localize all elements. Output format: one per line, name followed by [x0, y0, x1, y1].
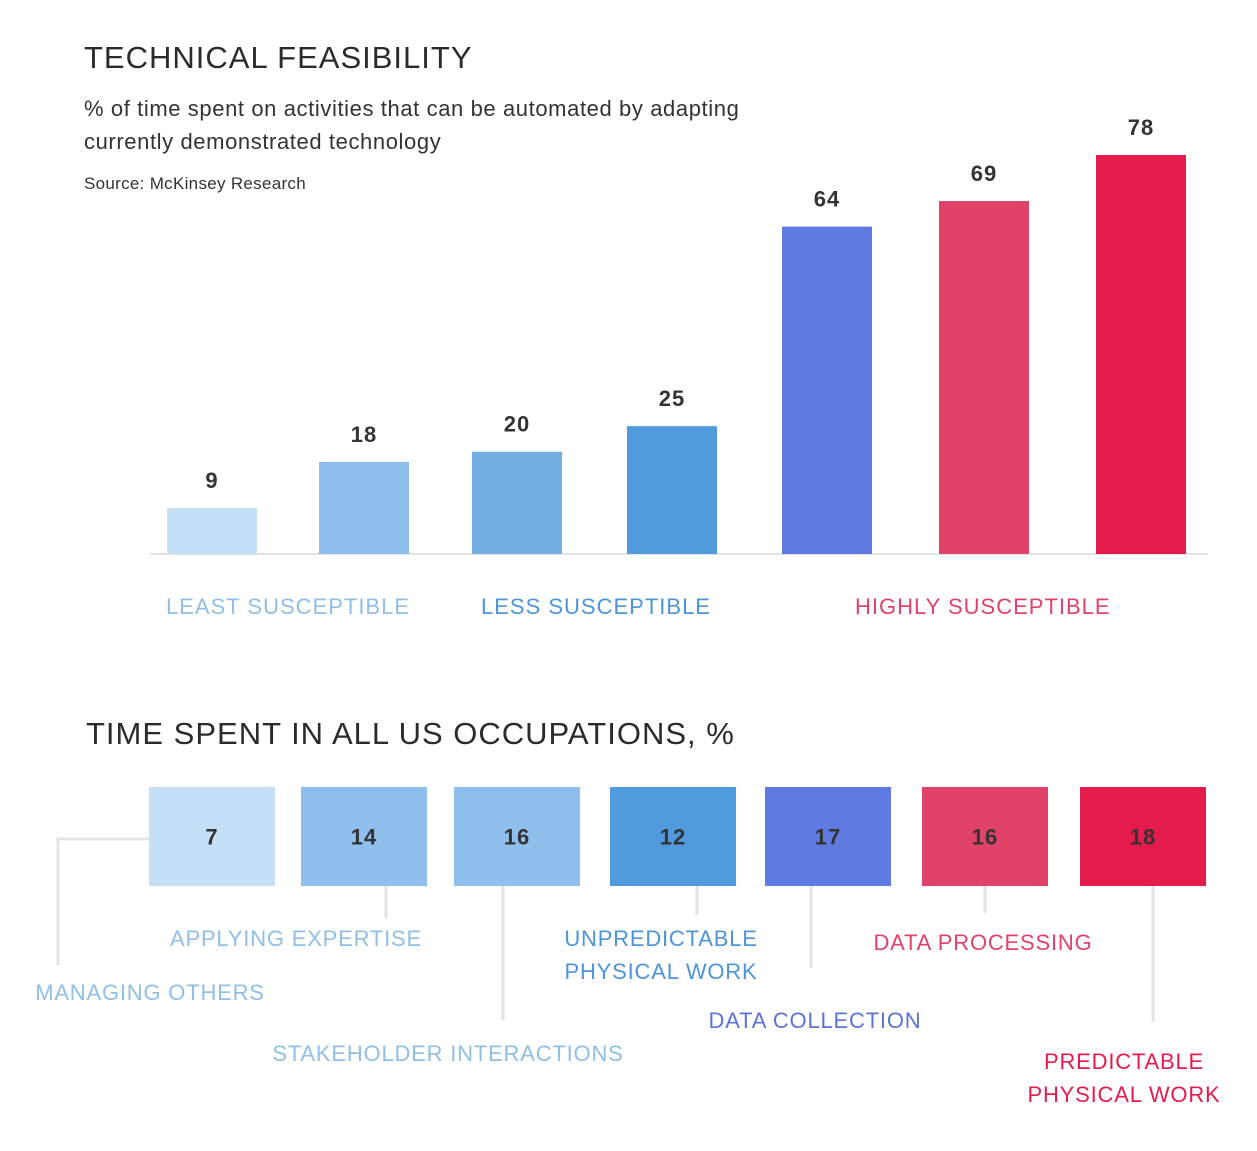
bar-chart: 9 18 20 25 64 69 78	[150, 115, 1208, 555]
tile-4	[765, 787, 891, 886]
group-label-highly-susceptible: HIGHLY SUSCEPTIBLE	[855, 594, 1111, 619]
occupation-label-line: PHYSICAL WORK	[1027, 1082, 1221, 1107]
bar-value-label-2: 20	[504, 412, 530, 437]
occupation-label-4: DATA COLLECTION	[709, 1004, 922, 1037]
bar-value-label-0: 9	[205, 468, 218, 493]
tile-5	[922, 787, 1048, 886]
tile-value-label-0: 7	[205, 825, 218, 850]
bar-value-label-1: 18	[351, 422, 377, 447]
occupation-label-line: UNPREDICTABLE	[564, 926, 758, 951]
tile-value-label-1: 14	[351, 825, 377, 850]
bar-5	[939, 201, 1029, 555]
tile-0	[149, 787, 275, 886]
tile-value-label-5: 16	[972, 825, 998, 850]
chart-subtitle: % of time spent on activities that can b…	[84, 96, 740, 154]
occupation-label-6: PREDICTABLE PHYSICAL WORK	[1028, 1045, 1221, 1111]
occupation-label-line: PREDICTABLE	[1043, 1049, 1204, 1074]
bar-3	[627, 426, 717, 554]
tile-2	[454, 787, 580, 886]
tile-3	[610, 787, 736, 886]
bar-2	[472, 451, 562, 554]
bar-value-label-5: 69	[971, 161, 997, 186]
bar-4	[782, 226, 872, 554]
tile-value-label-2: 16	[504, 825, 530, 850]
occupation-label-1: APPLYING EXPERTISE	[170, 922, 422, 955]
group-label-less-susceptible: LESS SUSCEPTIBLE	[481, 594, 711, 619]
tile-value-label-3: 12	[660, 825, 686, 850]
occupation-label-line: DATA PROCESSING	[873, 930, 1093, 955]
occupation-label-5: DATA PROCESSING	[873, 926, 1092, 959]
bar-value-label-3: 25	[659, 386, 685, 411]
occupations-title: TIME SPENT IN ALL US OCCUPATIONS, %	[86, 716, 735, 751]
occupation-label-0: MANAGING OTHERS	[35, 976, 265, 1009]
bar-value-label-4: 64	[814, 187, 840, 212]
occupation-label-2: STAKEHOLDER INTERACTIONS	[272, 1037, 623, 1070]
bar-0	[167, 507, 257, 554]
occupation-label-line: PHYSICAL WORK	[564, 959, 758, 984]
tile-1	[301, 787, 427, 886]
occupation-label-line: APPLYING EXPERTISE	[169, 926, 423, 951]
chart-source: Source: McKinsey Research	[84, 174, 306, 193]
bar-6	[1096, 155, 1186, 554]
connector-line-0	[56, 837, 149, 965]
occupation-label-3: UNPREDICTABLE PHYSICAL WORK	[564, 922, 757, 988]
bar-value-label-6: 78	[1128, 115, 1154, 140]
chart-title: TECHNICAL FEASIBILITY	[84, 40, 473, 75]
occupation-label-line: STAKEHOLDER INTERACTIONS	[272, 1041, 624, 1066]
tile-value-label-4: 17	[815, 825, 841, 850]
tile-value-label-6: 18	[1130, 825, 1156, 850]
occupation-label-line: DATA COLLECTION	[708, 1008, 922, 1033]
tile-6	[1080, 787, 1206, 886]
group-label-least-susceptible: LEAST SUSCEPTIBLE	[166, 594, 411, 619]
bar-1	[319, 461, 409, 554]
occupation-label-line: MANAGING OTHERS	[35, 980, 265, 1005]
